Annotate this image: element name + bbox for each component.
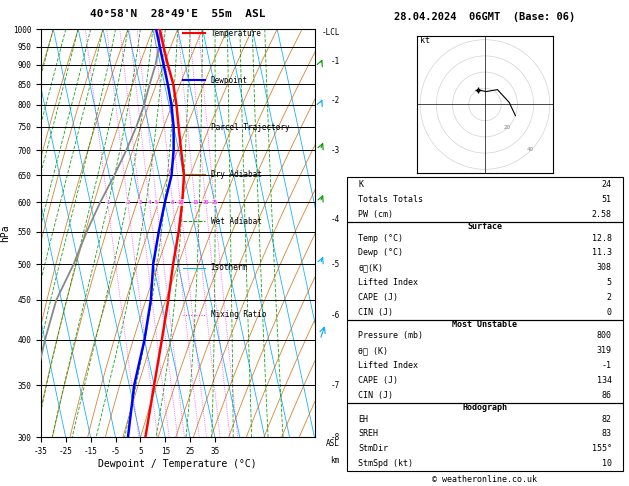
Text: 3: 3 [138, 200, 142, 205]
Text: Dewpoint: Dewpoint [211, 76, 248, 85]
Text: Pressure (mb): Pressure (mb) [359, 331, 423, 341]
Text: Temp (°C): Temp (°C) [359, 234, 403, 243]
Text: 24: 24 [602, 180, 611, 190]
Text: 12.8: 12.8 [592, 234, 611, 243]
Bar [347, 320, 623, 403]
Text: Lifted Index: Lifted Index [359, 278, 418, 287]
Text: kt: kt [420, 36, 430, 45]
Text: 25: 25 [211, 200, 218, 205]
Text: 1: 1 [106, 200, 109, 205]
Text: 20: 20 [203, 200, 209, 205]
Text: 5: 5 [155, 200, 159, 205]
Text: θᴇ(K): θᴇ(K) [359, 263, 383, 272]
Text: 134: 134 [597, 376, 611, 385]
Text: Dewp (°C): Dewp (°C) [359, 248, 403, 258]
Text: Most Unstable: Most Unstable [452, 320, 518, 329]
Text: -3: -3 [331, 146, 340, 155]
Text: 15: 15 [192, 200, 198, 205]
Text: 40: 40 [527, 147, 534, 152]
Text: -1: -1 [602, 361, 611, 370]
Text: -7: -7 [331, 381, 340, 390]
Text: Parcel Trajectory: Parcel Trajectory [211, 122, 289, 132]
Text: SREH: SREH [359, 429, 378, 438]
Bar [347, 177, 623, 222]
Text: ASL: ASL [326, 438, 340, 448]
Text: 10: 10 [177, 200, 184, 205]
Bar [347, 403, 623, 471]
Text: 2: 2 [607, 293, 611, 302]
Text: -2: -2 [331, 96, 340, 105]
Text: 82: 82 [602, 415, 611, 423]
Text: 51: 51 [602, 195, 611, 204]
Text: -1: -1 [331, 57, 340, 66]
Text: Surface: Surface [467, 222, 503, 231]
Text: Totals Totals: Totals Totals [359, 195, 423, 204]
Text: km: km [331, 456, 340, 465]
Text: -8: -8 [331, 433, 340, 442]
Text: 800: 800 [597, 331, 611, 341]
Text: 11.3: 11.3 [592, 248, 611, 258]
Text: 40°58'N  28°49'E  55m  ASL: 40°58'N 28°49'E 55m ASL [90, 9, 265, 19]
Text: 0: 0 [607, 308, 611, 317]
Text: 86: 86 [602, 391, 611, 400]
X-axis label: Dewpoint / Temperature (°C): Dewpoint / Temperature (°C) [98, 459, 257, 469]
Text: 8: 8 [171, 200, 174, 205]
Bar [347, 222, 623, 320]
Text: Mixing Ratio: Mixing Ratio [211, 311, 266, 319]
Text: 5: 5 [607, 278, 611, 287]
Text: 155°: 155° [592, 444, 611, 453]
Text: 319: 319 [597, 347, 611, 355]
Text: 2.58: 2.58 [592, 210, 611, 219]
Text: Temperature: Temperature [211, 29, 262, 38]
Text: Dry Adiabat: Dry Adiabat [211, 170, 262, 178]
Text: Isotherm: Isotherm [211, 263, 248, 273]
Text: Lifted Index: Lifted Index [359, 361, 418, 370]
Text: -4: -4 [331, 215, 340, 224]
Text: CAPE (J): CAPE (J) [359, 293, 398, 302]
Text: © weatheronline.co.uk: © weatheronline.co.uk [433, 474, 537, 484]
Text: θᴇ (K): θᴇ (K) [359, 347, 388, 355]
Text: 20: 20 [504, 125, 511, 130]
Text: K: K [359, 180, 363, 190]
Text: PW (cm): PW (cm) [359, 210, 393, 219]
Text: 308: 308 [597, 263, 611, 272]
Text: StmDir: StmDir [359, 444, 388, 453]
Text: Hodograph: Hodograph [462, 402, 508, 412]
Text: EH: EH [359, 415, 368, 423]
Text: CIN (J): CIN (J) [359, 391, 393, 400]
Text: CIN (J): CIN (J) [359, 308, 393, 317]
Y-axis label: hPa: hPa [0, 225, 10, 242]
Text: CAPE (J): CAPE (J) [359, 376, 398, 385]
Text: Wet Adiabat: Wet Adiabat [211, 217, 262, 226]
Text: -LCL: -LCL [321, 28, 340, 37]
Text: -5: -5 [331, 260, 340, 269]
Text: -6: -6 [331, 311, 340, 320]
Text: 4: 4 [148, 200, 151, 205]
Text: 10: 10 [602, 459, 611, 468]
Text: StmSpd (kt): StmSpd (kt) [359, 459, 413, 468]
Text: 2: 2 [126, 200, 130, 205]
Text: 28.04.2024  06GMT  (Base: 06): 28.04.2024 06GMT (Base: 06) [394, 12, 576, 22]
Text: 83: 83 [602, 429, 611, 438]
